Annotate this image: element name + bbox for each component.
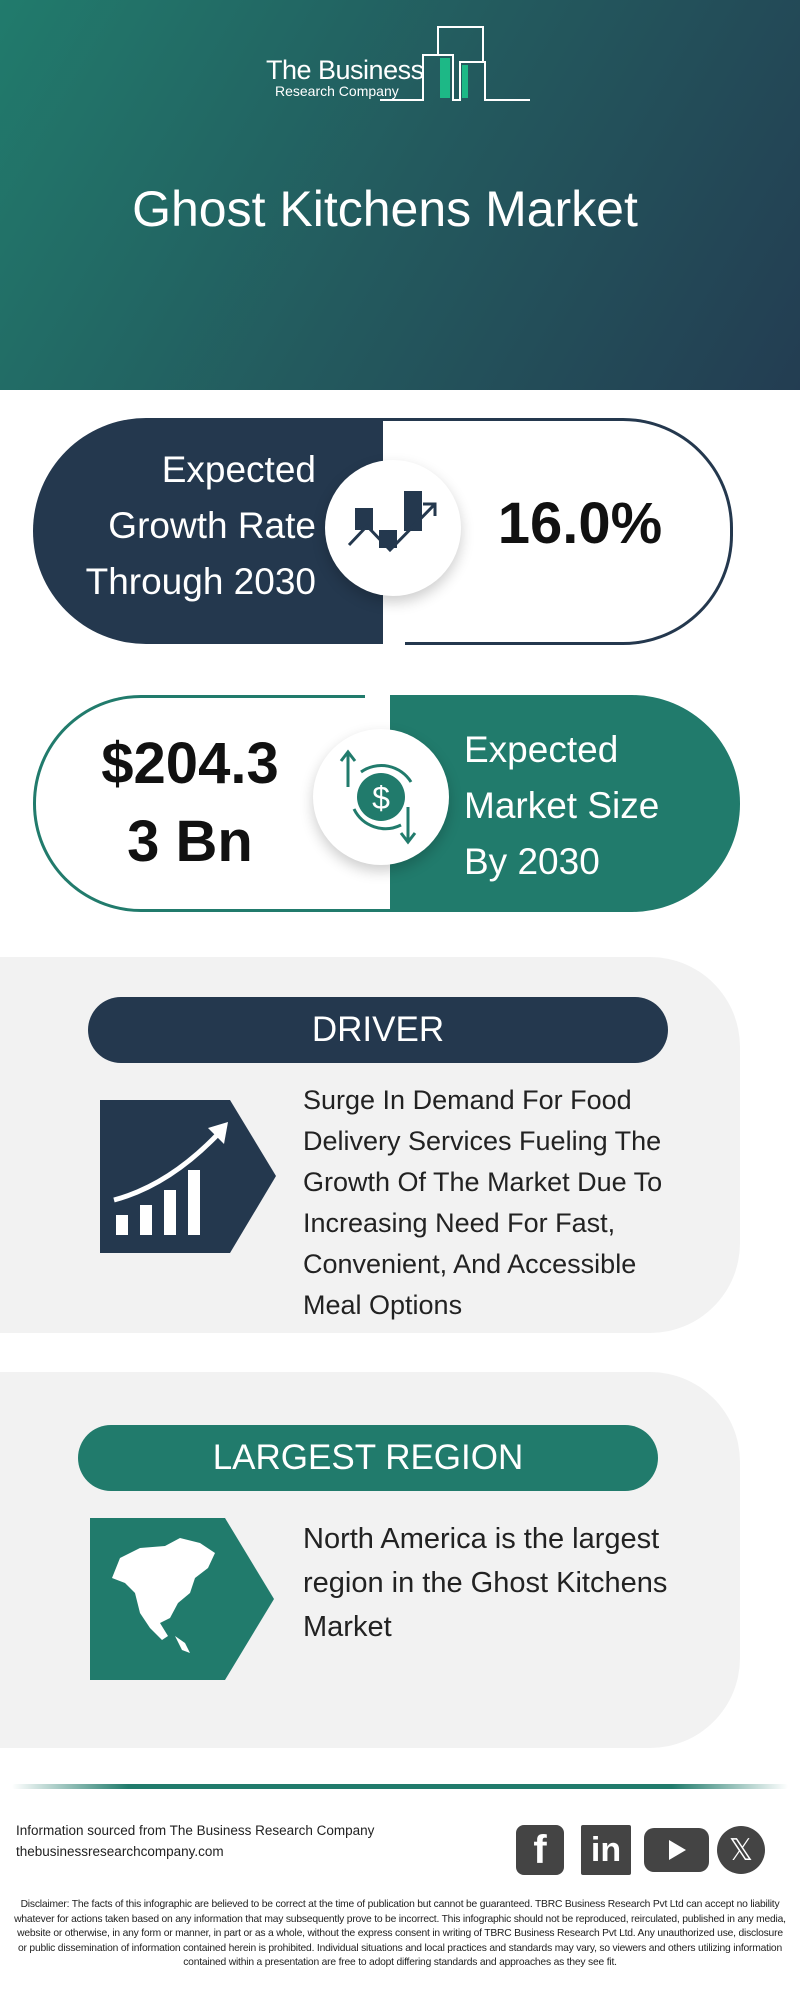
growth-label-line: Expected [161,449,316,490]
header-banner: The Business Research Company Ghost Kitc… [0,0,800,390]
market-size-value-line: 3 Bn [127,809,253,874]
market-size-label-line: Expected [464,729,619,770]
growth-rate-value: 16.0% [497,491,663,556]
growth-label-line: Growth Rate [108,505,316,546]
growth-icon-circle [325,460,461,596]
market-icon-circle: $ [313,729,449,865]
divider [12,1784,788,1789]
growth-value-card [370,418,733,645]
driver-heading: DRIVER [88,997,668,1063]
growth-label-line: Through 2030 [85,561,316,602]
dollar-exchange-icon: $ [339,749,417,845]
driver-text-line: Increasing Need For Fast, [303,1208,616,1238]
market-size-label-line: By 2030 [464,841,600,882]
driver-text-line: Delivery Services Fueling The [303,1126,662,1156]
logo-buildings-icon [380,26,530,101]
linkedin-icon[interactable]: in [581,1825,631,1875]
growth-chart-icon [347,491,437,553]
driver-text-line: Meal Options [303,1290,463,1320]
market-size-label-line: Market Size [464,785,660,826]
rising-bars-icon [100,1100,276,1253]
disclaimer: Disclaimer: The facts of this infographi… [14,1899,786,1968]
youtube-icon[interactable] [644,1828,709,1872]
driver-text-line: Surge In Demand For Food [303,1085,632,1115]
logo-subtext: Research Company [275,83,399,99]
growth-label-card [33,418,383,644]
footer-source: Information sourced from The Business Re… [16,1820,374,1862]
market-size-label: Expected Market Size By 2030 [464,722,659,890]
market-size-value-line: $204.3 [101,731,279,796]
region-heading: LARGEST REGION [78,1425,658,1491]
driver-text: Surge In Demand For Food Delivery Servic… [303,1080,662,1326]
website-link[interactable]: thebusinessresearchcompany.com [16,1844,224,1859]
x-icon[interactable]: 𝕏 [717,1826,765,1874]
growth-label: Expected Growth Rate Through 2030 [40,442,316,610]
region-text-line: North America is the largest [303,1523,660,1555]
driver-text-line: Growth Of The Market Due To [303,1167,663,1197]
source-text: Information sourced from The Business Re… [16,1823,375,1838]
region-text-line: Market [303,1611,392,1643]
page-title: Ghost Kitchens Market [132,181,638,237]
region-text-line: region in the Ghost Kitchens [303,1567,668,1599]
market-size-value-card [33,695,413,912]
north-america-map-icon [90,1518,274,1680]
market-size-value: $204.3 3 Bn [60,725,320,881]
facebook-icon[interactable]: f [516,1825,564,1875]
region-text: North America is the largest region in t… [303,1517,667,1649]
driver-text-line: Convenient, And Accessible [303,1249,637,1279]
svg-text:$: $ [372,780,390,816]
logo-text: The Business [266,55,424,85]
